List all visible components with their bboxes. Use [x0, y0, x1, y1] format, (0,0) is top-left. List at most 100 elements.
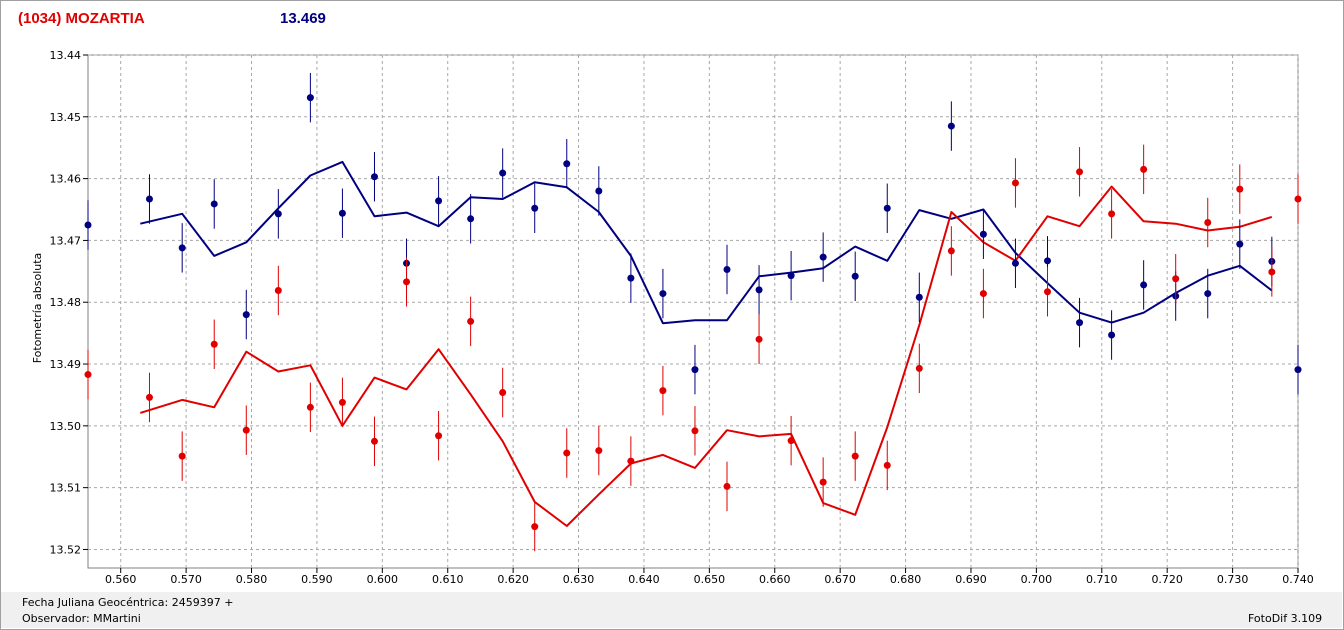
data-point	[1294, 366, 1302, 374]
x-tick-label: 0.690	[955, 573, 987, 586]
data-point	[627, 274, 635, 282]
data-point	[787, 272, 795, 280]
data-point	[1294, 195, 1302, 203]
data-point	[210, 200, 218, 208]
y-tick-label: 13.52	[50, 543, 82, 556]
y-tick-label: 13.51	[50, 482, 82, 495]
data-point	[274, 210, 282, 218]
data-point	[1140, 165, 1148, 173]
data-point	[723, 265, 731, 273]
data-point	[531, 523, 539, 531]
data-point	[883, 204, 891, 212]
data-point	[1204, 218, 1212, 226]
data-point	[242, 311, 250, 319]
data-point	[947, 122, 955, 130]
data-point	[145, 195, 153, 203]
status-bar	[1, 592, 1342, 628]
data-point	[787, 437, 795, 445]
data-point	[306, 94, 314, 102]
x-tick-label: 0.680	[890, 573, 922, 586]
data-point	[499, 169, 507, 177]
data-point	[338, 209, 346, 217]
data-point	[1043, 288, 1051, 296]
plot-area	[87, 54, 1299, 569]
x-tick-label: 0.700	[1021, 573, 1053, 586]
data-point	[883, 461, 891, 469]
data-point	[1011, 259, 1019, 267]
data-point	[755, 335, 763, 343]
data-point	[723, 482, 731, 490]
x-tick-label: 0.600	[367, 573, 399, 586]
x-tick-label: 0.670	[824, 573, 856, 586]
data-point	[755, 286, 763, 294]
data-point	[1140, 281, 1148, 289]
data-point	[403, 278, 411, 286]
data-point	[1076, 168, 1084, 176]
y-tick-label: 13.45	[50, 111, 82, 124]
data-point	[819, 253, 827, 261]
data-point	[947, 247, 955, 255]
chart-grid	[87, 54, 1299, 569]
chart-lines	[140, 160, 1273, 527]
data-point	[84, 371, 92, 379]
data-point	[145, 393, 153, 401]
y-tick-label: 13.47	[50, 234, 82, 247]
data-point	[915, 364, 923, 372]
data-point	[691, 427, 699, 435]
x-tick-label: 0.710	[1086, 573, 1118, 586]
data-point	[659, 387, 667, 395]
data-point	[1076, 319, 1084, 327]
data-point	[467, 317, 475, 325]
x-tick-label: 0.640	[628, 573, 660, 586]
data-point	[595, 447, 603, 455]
data-point	[467, 215, 475, 223]
data-point	[1204, 290, 1212, 298]
data-point	[1108, 331, 1116, 339]
data-point	[1172, 275, 1180, 283]
data-point	[178, 452, 186, 460]
asteroid-title: (1034) MOZARTIA	[18, 10, 145, 27]
y-tick-label: 13.49	[50, 358, 82, 371]
data-point	[210, 340, 218, 348]
x-tick-label: 0.580	[236, 573, 268, 586]
data-point	[659, 290, 667, 298]
x-tick-label: 0.660	[759, 573, 791, 586]
data-point	[915, 293, 923, 301]
data-point	[370, 173, 378, 181]
data-point	[627, 457, 635, 465]
data-point	[338, 398, 346, 406]
chart-axes: 0.560 0.570 0.580 0.590 0.600 0.610 0.620 0.630…	[50, 49, 1314, 586]
chart-points	[84, 72, 1302, 552]
data-point	[499, 388, 507, 396]
data-point	[1108, 210, 1116, 218]
data-point	[242, 426, 250, 434]
x-tick-label: 0.630	[563, 573, 595, 586]
x-tick-label: 0.720	[1151, 573, 1183, 586]
software-version-label: FotoDif 3.109	[1248, 612, 1323, 625]
y-tick-label: 13.50	[50, 420, 82, 433]
data-point	[563, 160, 571, 168]
data-point	[435, 197, 443, 205]
x-tick-label: 0.650	[694, 573, 726, 586]
x-tick-label: 0.590	[301, 573, 333, 586]
x-tick-label: 0.610	[432, 573, 464, 586]
data-point	[1236, 240, 1244, 248]
data-point	[595, 187, 603, 195]
data-point	[819, 478, 827, 486]
data-point	[851, 272, 859, 280]
data-point	[435, 432, 443, 440]
y-tick-label: 13.44	[50, 49, 82, 62]
x-tick-label: 0.560	[105, 573, 137, 586]
series-line-0	[140, 160, 1273, 325]
y-tick-label: 13.48	[50, 296, 82, 309]
data-point	[531, 204, 539, 212]
data-point	[979, 230, 987, 238]
x-tick-label: 0.620	[497, 573, 529, 586]
data-point	[370, 437, 378, 445]
x-tick-label: 0.730	[1217, 573, 1249, 586]
x-tick-label: 0.740	[1282, 573, 1314, 586]
y-axis-label: Fotometría absoluta	[31, 253, 44, 364]
data-point	[178, 244, 186, 252]
series-line-1	[140, 185, 1273, 527]
